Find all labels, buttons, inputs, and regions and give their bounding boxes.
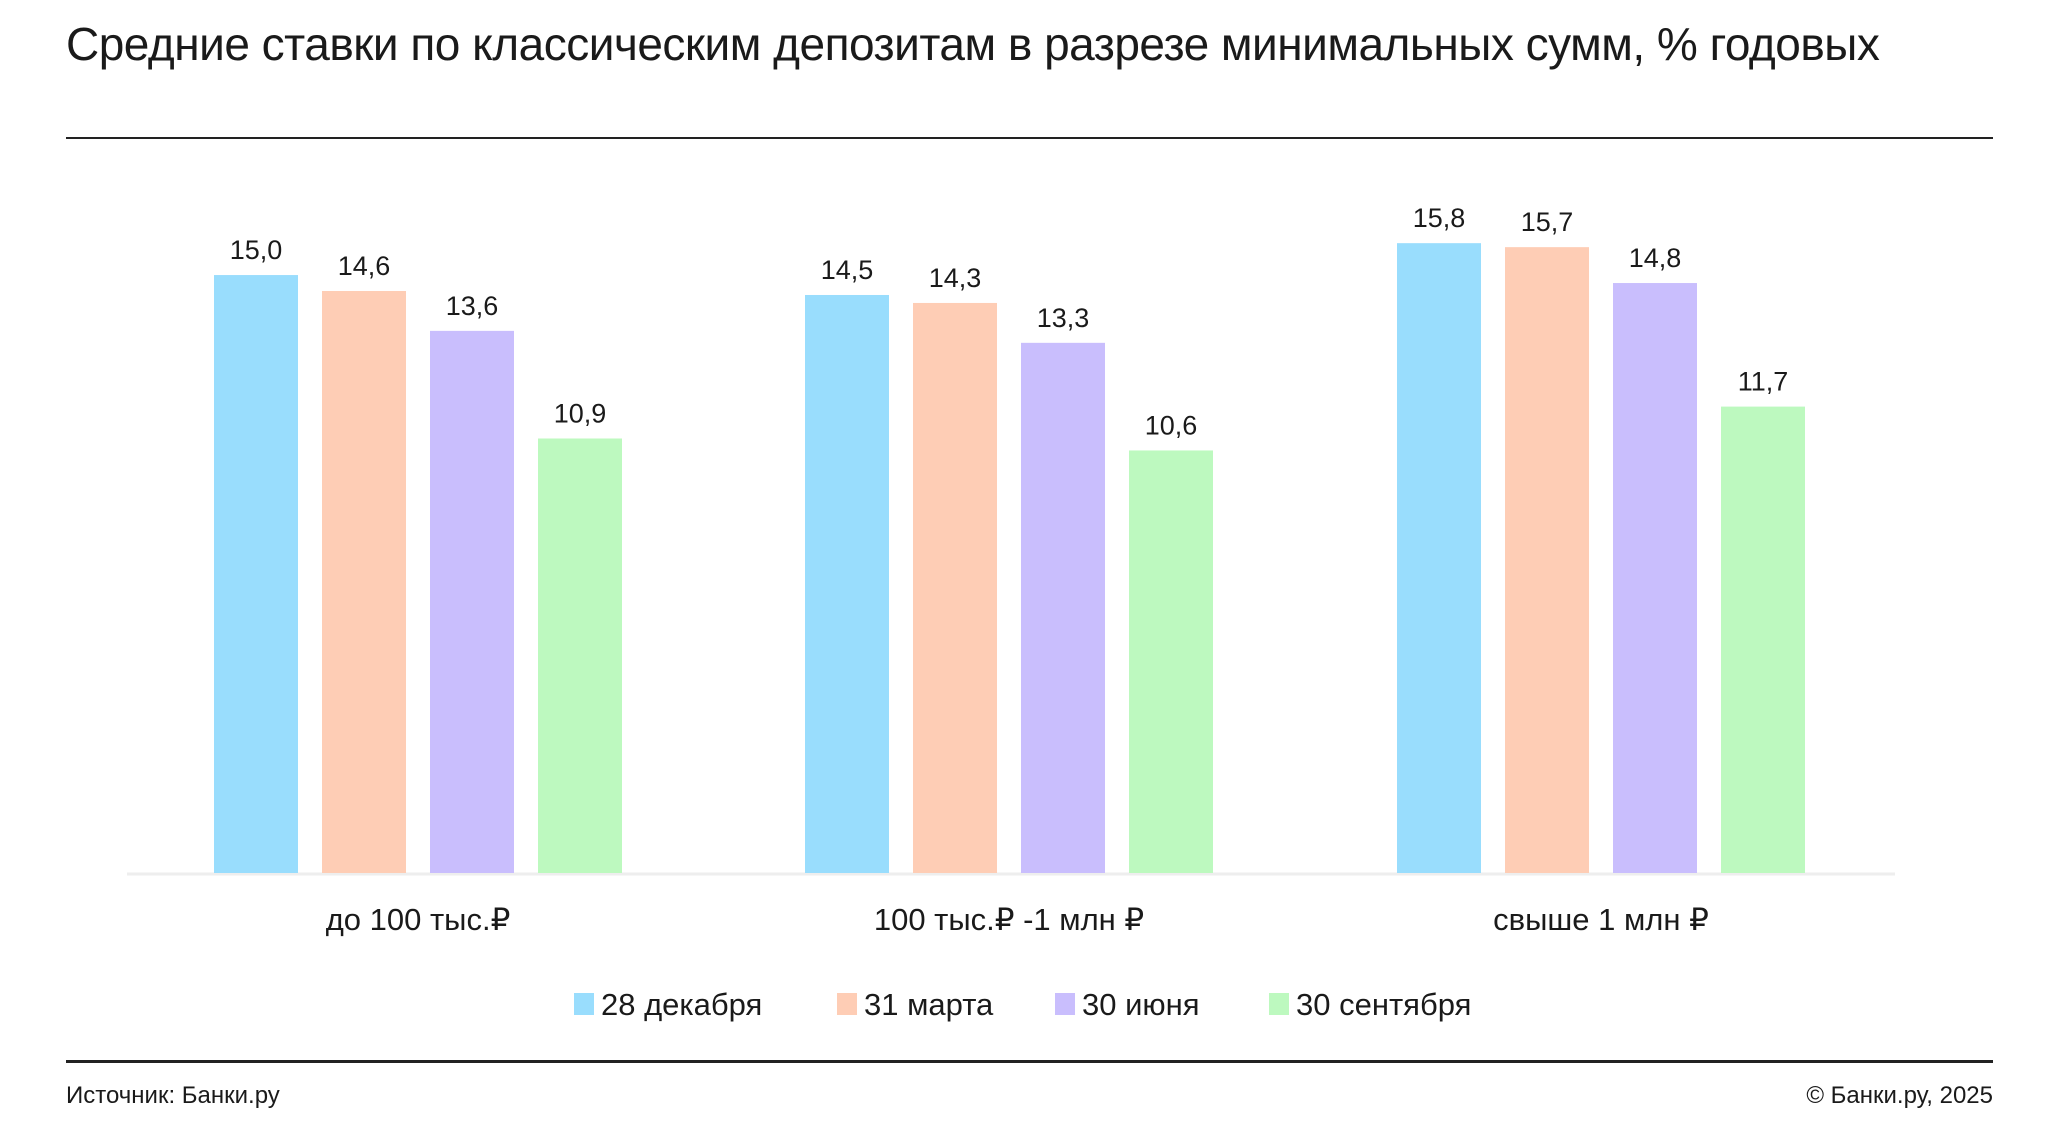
data-label: 14,8 [1629,243,1682,273]
bar [1721,406,1805,873]
data-label: 14,3 [929,263,982,293]
legend-swatch [1269,993,1289,1015]
bar [1129,450,1213,873]
data-label: 10,6 [1145,410,1198,440]
legend-item: 28 декабря [574,987,762,1022]
chart-title: Средние ставки по классическим депозитам… [66,18,1880,70]
data-label: 13,6 [446,291,499,321]
bar [1397,243,1481,874]
legend-item: 30 сентября [1269,987,1471,1022]
source-note: Источник: Банки.ру [66,1082,280,1109]
data-label: 11,7 [1738,367,1789,397]
bar [538,438,622,873]
data-label: 13,3 [1037,303,1090,333]
data-label: 14,5 [821,255,874,285]
legend-label: 30 сентября [1296,987,1471,1022]
bar [430,330,514,873]
data-label: 15,0 [230,235,283,265]
bar [913,302,997,874]
footer-divider [66,1060,1993,1063]
legend-swatch [574,993,594,1015]
bar [322,291,406,873]
category-label: до 100 тыс.₽ [326,902,511,937]
data-label: 14,6 [338,251,391,281]
copyright-note: © Банки.ру, 2025 [1806,1082,1993,1109]
bar [1021,342,1105,874]
legend-swatch [837,993,857,1015]
title-divider [66,137,1993,139]
category-label: 100 тыс.₽ -1 млн ₽ [874,902,1144,937]
bar [1505,247,1589,873]
legend-label: 28 декабря [601,987,762,1022]
data-label: 15,7 [1521,207,1574,237]
bar [805,294,889,873]
legend-swatch [1055,993,1075,1015]
category-label: свыше 1 млн ₽ [1493,902,1709,937]
legend-item: 31 марта [837,987,994,1022]
bar [1613,283,1697,873]
bar [214,275,298,873]
data-label: 15,8 [1413,203,1466,233]
data-label: 10,9 [554,398,607,428]
legend-item: 30 июня [1055,987,1200,1022]
legend-label: 31 марта [864,987,994,1022]
legend-label: 30 июня [1082,987,1200,1022]
